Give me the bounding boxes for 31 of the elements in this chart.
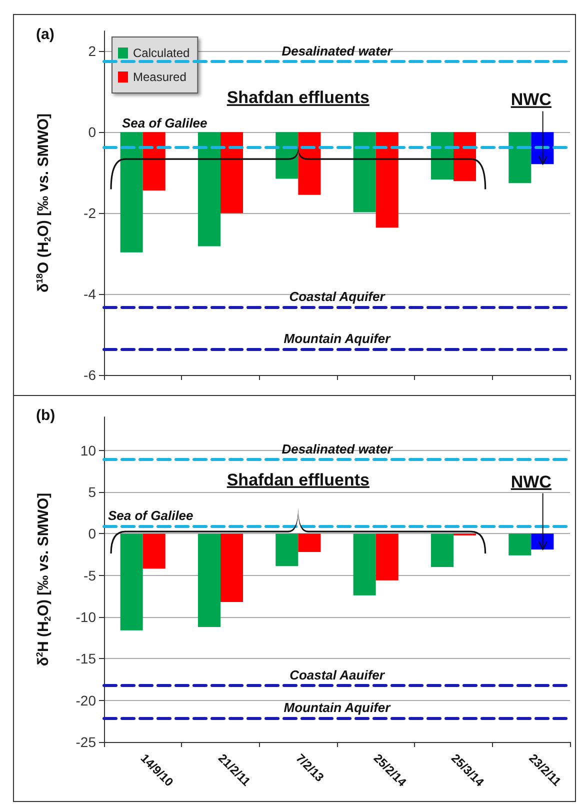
y-tick-label: 10 bbox=[80, 442, 96, 458]
legend-label: Measured bbox=[133, 70, 186, 84]
y-tick-label: 5 bbox=[88, 484, 96, 500]
ref-line-label: Coastal Aauifer bbox=[290, 667, 386, 682]
y-tick-label: -15 bbox=[76, 650, 96, 667]
ref-line-label: Mountain Aquifer bbox=[284, 700, 392, 715]
annotation: Shafdan effluents bbox=[226, 88, 370, 108]
y-tick-label: 2 bbox=[88, 43, 96, 60]
y-tick-label: 0 bbox=[88, 526, 96, 542]
ref-line-label: Desalinated water bbox=[282, 442, 394, 456]
text: (b) bbox=[36, 407, 56, 424]
annotation: NWC bbox=[510, 90, 552, 110]
y-tick-label: -4 bbox=[84, 286, 96, 302]
ref-line-label: Desalinated water bbox=[282, 43, 394, 58]
y-tick-label: -10 bbox=[76, 609, 96, 625]
text: (a) bbox=[36, 26, 54, 43]
y-tick-label: 0 bbox=[88, 124, 96, 140]
ref-line-label: Mountain Aquifer bbox=[284, 331, 392, 346]
y-tick-label: -25 bbox=[76, 734, 96, 750]
ref-line-label: Coastal Aquifer bbox=[289, 289, 386, 304]
y-tick-label: -20 bbox=[76, 692, 96, 708]
ref-line-label: Sea of Galilee bbox=[122, 116, 208, 131]
y-tick-label: -5 bbox=[84, 567, 96, 584]
y-tick-label: -2 bbox=[84, 205, 96, 222]
ref-line-label: Sea of Galilee bbox=[108, 508, 194, 524]
y-axis-title: δ2H (H2O) [‰ vs. SMWO] bbox=[34, 492, 52, 666]
y-tick-label: -6 bbox=[84, 367, 96, 383]
annotation: NWC bbox=[510, 472, 552, 492]
annotation: Shafdan effluents bbox=[226, 470, 370, 490]
legend-label: Calculated bbox=[133, 46, 190, 60]
y-axis-title: δ18O (H2O) [‰ vs. SMWO] bbox=[34, 113, 52, 293]
